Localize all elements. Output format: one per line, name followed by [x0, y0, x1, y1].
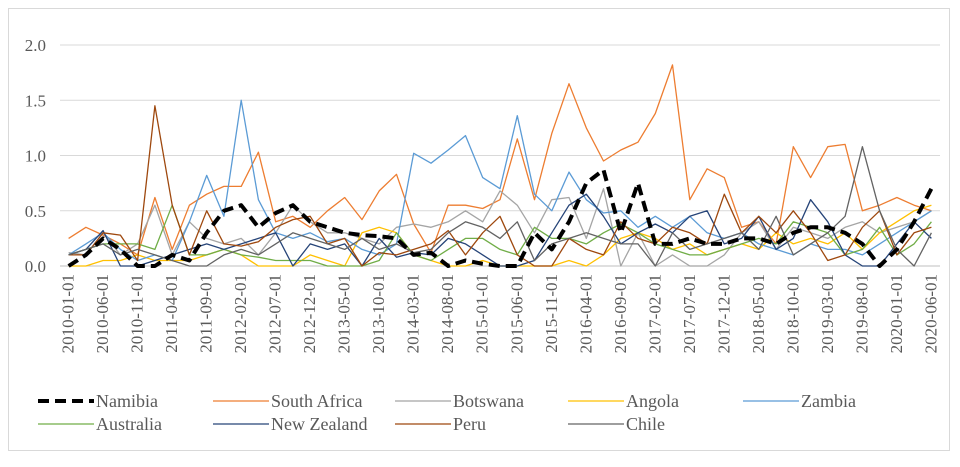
legend-label-new-zealand: New Zealand [271, 414, 367, 434]
x-tick-label: 2010-11-01 [128, 274, 147, 353]
x-tick-label: 2017-12-01 [714, 274, 733, 353]
series-line-australia [68, 204, 932, 267]
x-tick-label: 2014-03-01 [404, 274, 423, 353]
x-tick-label: 2018-10-01 [783, 274, 802, 353]
legend-label-chile: Chile [626, 414, 665, 434]
x-tick-label: 2014-08-01 [438, 274, 457, 353]
legend-label-botswana: Botswana [453, 391, 524, 411]
x-tick-label: 2013-10-01 [369, 274, 388, 353]
x-tick-label: 2020-01-01 [887, 274, 906, 353]
series-line-peru [68, 105, 932, 267]
legend-label-australia: Australia [96, 414, 162, 434]
y-tick-label: 2.0 [25, 36, 46, 55]
series-line-botswana [68, 188, 932, 267]
x-tick-label: 2010-01-01 [59, 274, 78, 353]
series-line-zambia [68, 99, 932, 262]
y-tick-label: 1.5 [25, 91, 46, 110]
y-tick-label: 0.0 [25, 257, 46, 276]
x-tick-label: 2012-12-01 [300, 274, 319, 353]
x-tick-label: 2011-09-01 [197, 274, 216, 353]
x-tick-label: 2015-06-01 [507, 274, 526, 353]
x-tick-label: 2012-07-01 [266, 274, 285, 353]
x-tick-label: 2020-06-01 [921, 274, 940, 353]
x-tick-label: 2015-01-01 [473, 274, 492, 353]
x-tick-label: 2013-05-01 [335, 274, 354, 353]
x-tick-label: 2018-05-01 [749, 274, 768, 353]
y-tick-label: 1.0 [25, 147, 46, 166]
x-tick-label: 2019-08-01 [852, 274, 871, 353]
x-tick-label: 2019-03-01 [818, 274, 837, 353]
x-tick-label: 2015-11-01 [542, 274, 561, 353]
x-tick-label: 2017-07-01 [680, 274, 699, 353]
legend-label-angola: Angola [626, 391, 679, 411]
legend-label-south-africa: South Africa [271, 391, 363, 411]
legend-label-namibia: Namibia [96, 391, 158, 411]
x-tick-label: 2011-04-01 [162, 274, 181, 353]
series-line-south-africa [68, 64, 932, 256]
x-tick-label: 2016-04-01 [576, 274, 595, 353]
y-tick-label: 0.5 [25, 202, 46, 221]
legend-label-peru: Peru [453, 414, 486, 434]
x-tick-label: 2010-06-01 [93, 274, 112, 353]
x-tick-label: 2016-09-01 [611, 274, 630, 353]
legend-label-zambia: Zambia [801, 391, 856, 411]
x-tick-label: 2017-02-01 [645, 274, 664, 353]
x-tick-label: 2012-02-01 [231, 274, 250, 353]
series-line-angola [68, 204, 932, 267]
series-line-chile [68, 146, 932, 267]
